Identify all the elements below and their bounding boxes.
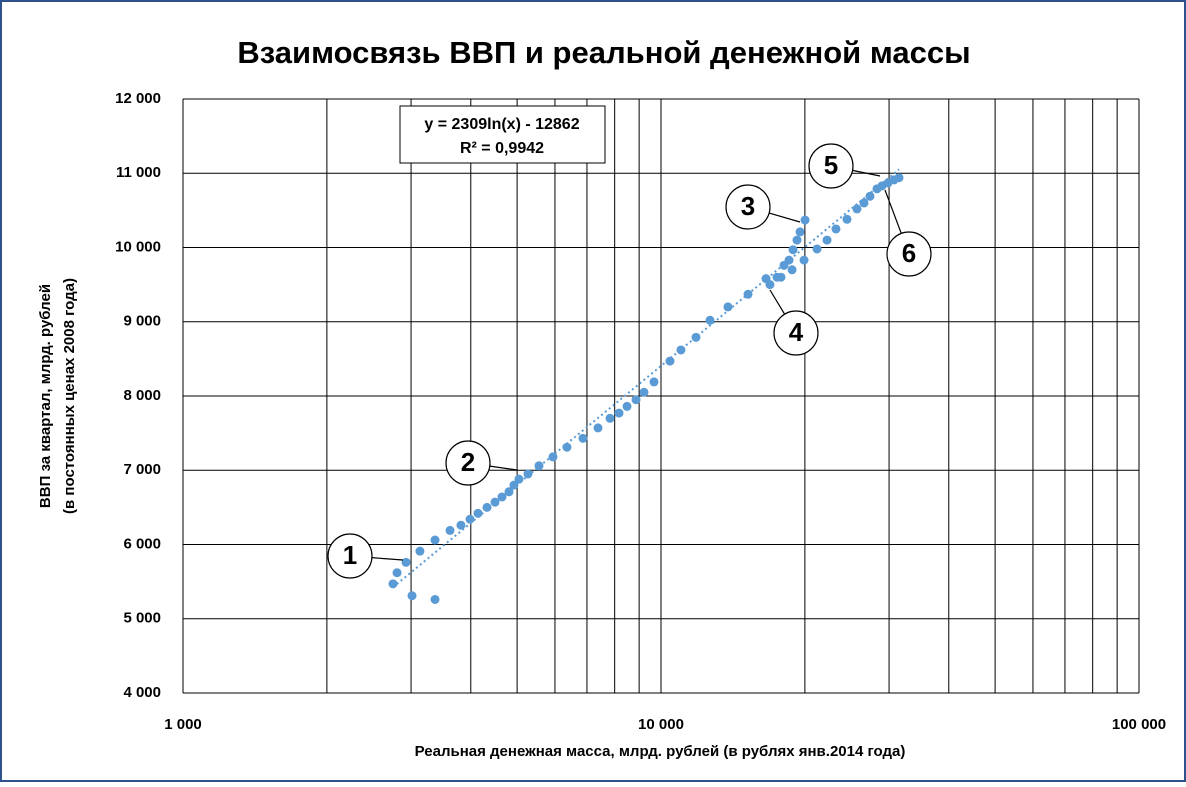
point <box>407 591 417 601</box>
point <box>765 280 775 290</box>
trendline <box>392 168 900 589</box>
point <box>514 474 524 484</box>
point <box>894 173 904 183</box>
point <box>776 272 786 282</box>
point <box>465 514 475 524</box>
x-axis-title: Реальная денежная масса, млрд. рублей (в… <box>415 743 906 760</box>
point <box>415 546 425 556</box>
point <box>795 227 805 237</box>
callout-circle <box>725 184 771 230</box>
point <box>799 255 809 265</box>
y-tick-label: 9 000 <box>123 313 161 330</box>
callout-circle <box>445 440 491 486</box>
y-tick-label: 5 000 <box>123 610 161 627</box>
point <box>639 387 649 397</box>
point <box>430 535 440 545</box>
point <box>622 401 632 411</box>
point <box>562 442 572 452</box>
point <box>578 433 588 443</box>
callout-circle <box>886 231 932 277</box>
point <box>473 508 483 518</box>
point <box>401 557 411 567</box>
y-tick-label: 12 000 <box>115 90 161 107</box>
callout-circle <box>808 143 854 189</box>
y-tick-label: 7 000 <box>123 461 161 478</box>
callout-circle <box>773 310 819 356</box>
point <box>509 480 519 490</box>
trendline-r2: R² = 0,9942 <box>460 140 544 157</box>
point <box>822 235 832 245</box>
point <box>831 224 841 234</box>
callout-label: 5 <box>824 150 838 180</box>
y-tick-label: 10 000 <box>115 238 161 255</box>
callout-label: 2 <box>461 447 475 477</box>
point <box>430 594 440 604</box>
point <box>792 235 802 245</box>
y-axis-title: (в постоянных ценах 2008 года) <box>61 278 78 514</box>
y-tick-label: 6 000 <box>123 535 161 552</box>
point <box>676 345 686 355</box>
point <box>842 214 852 224</box>
point <box>548 452 558 462</box>
point <box>787 265 797 275</box>
point <box>482 502 492 512</box>
chart-title: Взаимосвязь ВВП и реальной денежной масс… <box>237 35 970 70</box>
point <box>812 244 822 254</box>
x-tick-label: 1 000 <box>164 716 202 733</box>
callout-label: 4 <box>789 317 804 347</box>
point <box>392 568 402 578</box>
point <box>865 191 875 201</box>
point <box>523 469 533 479</box>
y-tick-label: 8 000 <box>123 387 161 404</box>
point <box>445 525 455 535</box>
callout-line <box>768 212 801 223</box>
point <box>649 377 659 387</box>
callout-line <box>371 557 404 561</box>
trendline-label-box <box>399 105 606 164</box>
y-axis-title: ВВП за квартал, млрд. рублей <box>37 284 54 508</box>
point <box>800 215 810 225</box>
callout-circle <box>327 533 373 579</box>
point <box>614 408 624 418</box>
point <box>631 395 641 405</box>
point <box>665 356 675 366</box>
point <box>456 520 466 530</box>
x-tick-label: 100 000 <box>1112 716 1166 733</box>
callout-line <box>489 465 518 471</box>
x-tick-label: 10 000 <box>638 716 684 733</box>
callout-line <box>852 169 881 177</box>
point <box>691 332 701 342</box>
callout-line <box>884 189 902 234</box>
point <box>388 579 398 589</box>
y-tick-label: 4 000 <box>123 684 161 701</box>
point <box>605 413 615 423</box>
callout-line <box>769 289 786 315</box>
point <box>723 302 733 312</box>
point <box>852 204 862 214</box>
point <box>784 255 794 265</box>
y-tick-label: 11 000 <box>116 164 161 181</box>
point <box>593 423 603 433</box>
point <box>788 245 798 255</box>
callout-label: 1 <box>343 540 357 570</box>
point <box>859 198 869 208</box>
point <box>705 315 715 325</box>
callout-label: 6 <box>902 238 916 268</box>
trendline-equation: y = 2309ln(x) - 12862 <box>424 116 579 133</box>
callout-label: 3 <box>741 191 755 221</box>
